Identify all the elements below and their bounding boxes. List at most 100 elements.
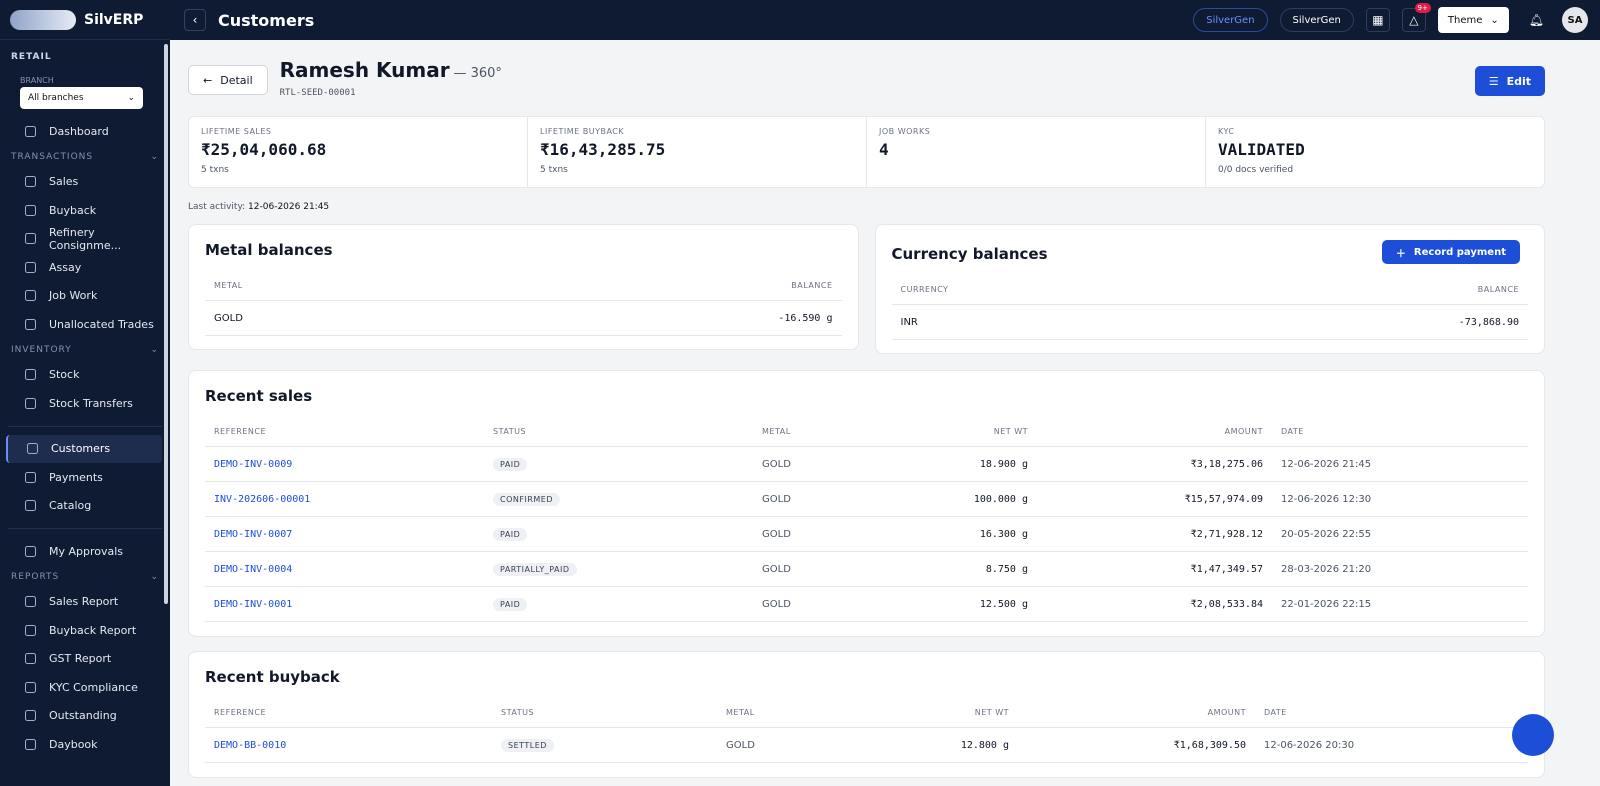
- cell-text: ₹3,18,275.06: [1190, 458, 1263, 470]
- nav-label: Sales: [49, 175, 79, 189]
- header-row: CURRENCY BALANCE: [891, 275, 1528, 305]
- avatar[interactable]: SA: [1562, 7, 1588, 33]
- cell: 22-01-2026 22:15: [1272, 586, 1528, 622]
- badge: 9+: [1414, 3, 1431, 13]
- table-wrap: REFERENCE STATUS METAL NET WT AMOUNT DATE DEMO…: [205, 698, 1528, 763]
- thead: REFERENCE STATUS METAL NET WT AMOUNT DATE: [205, 698, 1528, 728]
- column-header: NET WT: [857, 698, 1018, 728]
- reference-link[interactable]: DEMO-BB-0010: [214, 739, 287, 751]
- row: DEMO-BB-0010 SETTLED GOLD 12.800 g ₹1,68,309…: [205, 727, 1528, 763]
- stat-value: ₹25,04,060.68: [201, 140, 327, 159]
- nav-section-title: REPORTS: [11, 571, 60, 582]
- nav-item[interactable]: Catalog: [6, 492, 162, 521]
- nav-label: Sales Report: [49, 595, 119, 609]
- record-payment-label: Record payment: [1413, 246, 1506, 258]
- nav-label: Stock: [49, 368, 80, 382]
- cell: DEMO-INV-0009: [205, 446, 484, 482]
- reference-link[interactable]: DEMO-INV-0004: [214, 563, 293, 575]
- nav-item[interactable]: GST Report: [6, 645, 162, 674]
- icon: [25, 738, 36, 750]
- theme-button[interactable]: Theme ⌄: [1437, 7, 1509, 33]
- org-select[interactable]: SilverGen: [1279, 8, 1354, 32]
- cell: 12-06-2026 21:45: [1272, 446, 1528, 482]
- stat-value: ₹16,43,285.75: [540, 140, 666, 159]
- reference-link[interactable]: DEMO-INV-0001: [214, 598, 293, 610]
- edit-label: Edit: [1506, 74, 1531, 88]
- scan-button[interactable]: ▦: [1365, 8, 1390, 32]
- edit-button[interactable]: ☰ Edit: [1474, 66, 1545, 96]
- section-title: RETAIL: [11, 52, 52, 62]
- nav-item[interactable]: KYC Compliance: [6, 673, 162, 702]
- icon: [25, 290, 36, 302]
- nav-item[interactable]: Dashboard: [6, 117, 162, 146]
- nav-label: Refinery Consignme...: [49, 225, 122, 252]
- icon: [25, 710, 36, 722]
- name-suffix: — 360°: [453, 66, 502, 81]
- cell: GOLD: [753, 446, 903, 482]
- stat-sub: 5 txns: [201, 165, 229, 175]
- cell-text: GOLD: [762, 563, 791, 575]
- thead: REFERENCE STATUS METAL NET WT AMOUNT DATE: [205, 417, 1528, 447]
- nav-item[interactable]: Sales: [6, 168, 162, 197]
- cell-text: 16.300 g: [979, 528, 1028, 540]
- nav-item[interactable]: Sales Report: [6, 588, 162, 617]
- cell-text: 12-06-2026 21:45: [1281, 458, 1372, 470]
- cell: PARTIALLY_PAID: [484, 551, 753, 587]
- nav-item[interactable]: Daybook: [6, 730, 162, 759]
- cell: ₹3,18,275.06: [1037, 446, 1272, 482]
- reference-link[interactable]: INV-202606-00001: [214, 493, 311, 505]
- record-payment[interactable]: ＋ Record payment: [1381, 240, 1520, 264]
- nav-label: Buyback: [49, 203, 97, 217]
- stat-label: LIFETIME SALES: [201, 127, 272, 136]
- status-tag: PARTIALLY_PAID: [493, 562, 577, 576]
- nav-item[interactable]: Payments: [6, 463, 162, 492]
- cell-text: ₹15,57,974.09: [1184, 493, 1263, 505]
- icon: [25, 204, 36, 216]
- org-pill[interactable]: SilverGen: [1193, 8, 1268, 32]
- cell-text: GOLD: [214, 312, 243, 324]
- branch-select[interactable]: All branches ⌄: [20, 87, 143, 109]
- alerts-button[interactable]: △ 9+: [1401, 3, 1431, 32]
- cell: GOLD: [717, 727, 857, 763]
- table: REFERENCE STATUS METAL NET WT AMOUNT DATE DEMO…: [205, 417, 1528, 622]
- assistant-button[interactable]: [1512, 714, 1554, 756]
- table-wrap: CURRENCY BALANCE INR -73,868.90: [891, 275, 1528, 340]
- reference-link[interactable]: DEMO-INV-0007: [214, 528, 293, 540]
- icon: [25, 471, 36, 483]
- nav-item[interactable]: Stock Transfers: [6, 389, 162, 418]
- nav-item[interactable]: Customers: [6, 434, 162, 463]
- topbar: ‹ Customers SilverGen SilverGen ▦ △ 9+ Th…: [170, 0, 1600, 40]
- nav-item[interactable]: My Approvals: [6, 537, 162, 566]
- bell[interactable]: 🔔︎: [1528, 13, 1544, 27]
- icon: [25, 596, 36, 608]
- stat-value: 4: [879, 140, 889, 159]
- stat-label: JOB WORKS: [879, 127, 931, 136]
- cell: ₹1,68,309.50: [1018, 727, 1255, 763]
- tbody: DEMO-INV-0009 PAID GOLD 18.900 g ₹3,18,275.0…: [205, 446, 1528, 622]
- collapse-button[interactable]: ‹: [184, 9, 206, 31]
- nav-item[interactable]: Outstanding: [6, 702, 162, 731]
- reference-link[interactable]: DEMO-INV-0009: [214, 458, 293, 470]
- cell: -73,868.90: [1209, 304, 1528, 340]
- metal-card: Metal balances METAL BALANCE GOLD -16.590 g: [188, 224, 859, 350]
- cell-text: ₹1,47,349.57: [1190, 563, 1263, 575]
- brand-name: SilvERP: [84, 11, 144, 28]
- customer-code: RTL-SEED-00001: [279, 88, 356, 98]
- nav-item[interactable]: Buyback Report: [6, 616, 162, 645]
- column-header: BALANCE: [1209, 275, 1528, 305]
- cell: 28-03-2026 21:20: [1272, 551, 1528, 587]
- nav-item[interactable]: Unallocated Trades: [6, 310, 162, 339]
- nav-item[interactable]: Job Work: [6, 282, 162, 311]
- column-header: REFERENCE: [205, 698, 492, 728]
- nav-item[interactable]: Assay: [6, 253, 162, 282]
- nav-item[interactable]: Buyback: [6, 196, 162, 225]
- cell-text: 100.000 g: [973, 493, 1028, 505]
- cell: 18.900 g: [903, 446, 1037, 482]
- cell: DEMO-INV-0004: [205, 551, 484, 587]
- cell: INR: [891, 304, 1210, 340]
- nav-item[interactable]: Refinery Consignme...: [6, 225, 162, 254]
- nav-item[interactable]: Stock: [6, 361, 162, 390]
- status-tag: PAID: [493, 457, 528, 471]
- back-button[interactable]: ← Detail: [188, 65, 268, 95]
